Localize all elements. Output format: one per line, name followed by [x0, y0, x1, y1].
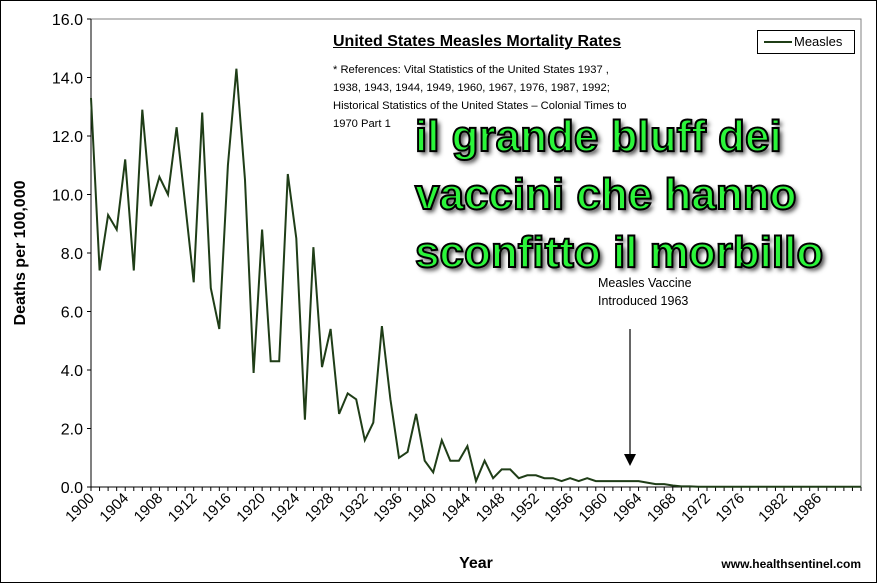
annotation-line: Measles Vaccine — [598, 276, 692, 290]
x-tick-label: 1940 — [404, 490, 440, 526]
x-tick-label: 1924 — [268, 490, 304, 526]
legend-label: Measles — [794, 34, 843, 49]
references-line: * References: Vital Statistics of the Un… — [333, 64, 609, 76]
x-tick-label: 1960 — [576, 490, 612, 526]
legend-swatch — [764, 41, 792, 43]
y-axis-label: Deaths per 100,000 — [12, 180, 29, 325]
y-tick-label: 6.0 — [61, 305, 83, 322]
y-tick-label: 14.0 — [52, 71, 83, 88]
y-tick-label: 10.0 — [52, 188, 83, 205]
references-line: 1938, 1943, 1944, 1949, 1960, 1967, 1976… — [333, 82, 610, 94]
x-axis-label: Year — [459, 555, 493, 572]
x-tick-label: 1964 — [610, 490, 646, 526]
y-tick-label: 12.0 — [52, 129, 83, 146]
references-line: Historical Statistics of the United Stat… — [333, 100, 627, 112]
x-tick-label: 1956 — [541, 490, 577, 526]
overlay-headline: il grande bluff dei vaccini che hanno sc… — [414, 108, 865, 282]
x-tick-label: 1986 — [789, 490, 825, 526]
x-tick-label: 1912 — [165, 490, 201, 526]
x-tick-label: 1982 — [755, 490, 791, 526]
chart-legend: Measles — [757, 30, 855, 54]
x-tick-label: 1916 — [199, 490, 235, 526]
y-tick-label: 4.0 — [61, 363, 83, 380]
x-tick-label: 1908 — [131, 490, 167, 526]
website-credit: www.healthsentinel.com — [721, 557, 861, 571]
x-tick-label: 1928 — [302, 490, 338, 526]
headline-line: il grande bluff dei — [414, 111, 783, 162]
x-tick-label: 1952 — [507, 490, 543, 526]
chart-title: United States Measles Mortality Rates — [333, 33, 622, 50]
x-tick-label: 1948 — [473, 490, 509, 526]
x-tick-label: 1932 — [336, 490, 372, 526]
x-tick-label: 1976 — [712, 490, 748, 526]
y-tick-label: 0.0 — [61, 480, 83, 497]
x-tick-label: 1936 — [370, 490, 406, 526]
vaccine-annotation: Measles Vaccine Introduced 1963 — [598, 274, 692, 310]
x-tick-label: 1904 — [96, 490, 132, 526]
headline-line: vaccini che hanno — [414, 169, 797, 220]
references-line: 1970 Part 1 — [333, 118, 391, 130]
y-tick-label: 16.0 — [52, 12, 83, 29]
y-tick-label: 8.0 — [61, 246, 83, 263]
x-tick-label: 1944 — [439, 490, 475, 526]
annotation-arrow-head — [624, 454, 636, 466]
headline-line: sconfitto il morbillo — [414, 227, 824, 278]
references-note: * References: Vital Statistics of the Un… — [333, 61, 653, 133]
series-line-measles — [90, 68, 861, 488]
x-tick-label: 1972 — [678, 490, 714, 526]
x-tick-label: 1968 — [644, 490, 680, 526]
annotation-line: Introduced 1963 — [598, 294, 689, 308]
y-tick-label: 2.0 — [61, 422, 83, 439]
x-tick-label: 1920 — [233, 490, 269, 526]
